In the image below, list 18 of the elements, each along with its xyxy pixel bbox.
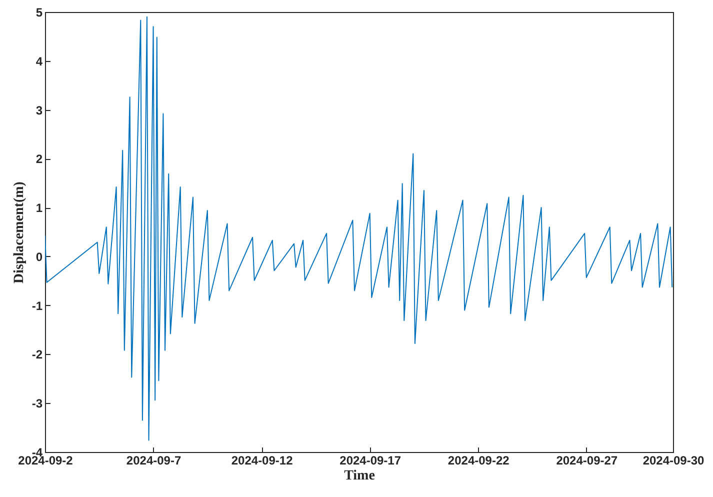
y-tick-label: -1 (32, 298, 43, 313)
y-tick-label: 4 (36, 54, 43, 68)
x-tick-label: 2024-09-7 (126, 454, 182, 468)
x-tick-label: 2024-09-12 (231, 454, 294, 468)
y-axis-title: Displacement(m) (12, 181, 27, 284)
y-tick-label: 5 (36, 6, 43, 20)
x-tick-label: 2024-09-17 (340, 454, 402, 468)
x-tick-label: 2024-09-30 (642, 454, 705, 468)
x-tick-label: 2024-09-22 (448, 454, 510, 468)
y-tick-label: 0 (36, 250, 43, 264)
y-tick-label: 2 (36, 152, 43, 166)
line-series (45, 16, 673, 441)
y-tick-label: -3 (32, 396, 43, 411)
y-tick-label: 3 (36, 103, 43, 118)
x-axis-title: Time (344, 468, 375, 484)
y-tick-label: 1 (36, 201, 43, 216)
y-tick-label: -2 (32, 348, 43, 362)
x-tick-label: 2024-09-27 (556, 454, 618, 468)
